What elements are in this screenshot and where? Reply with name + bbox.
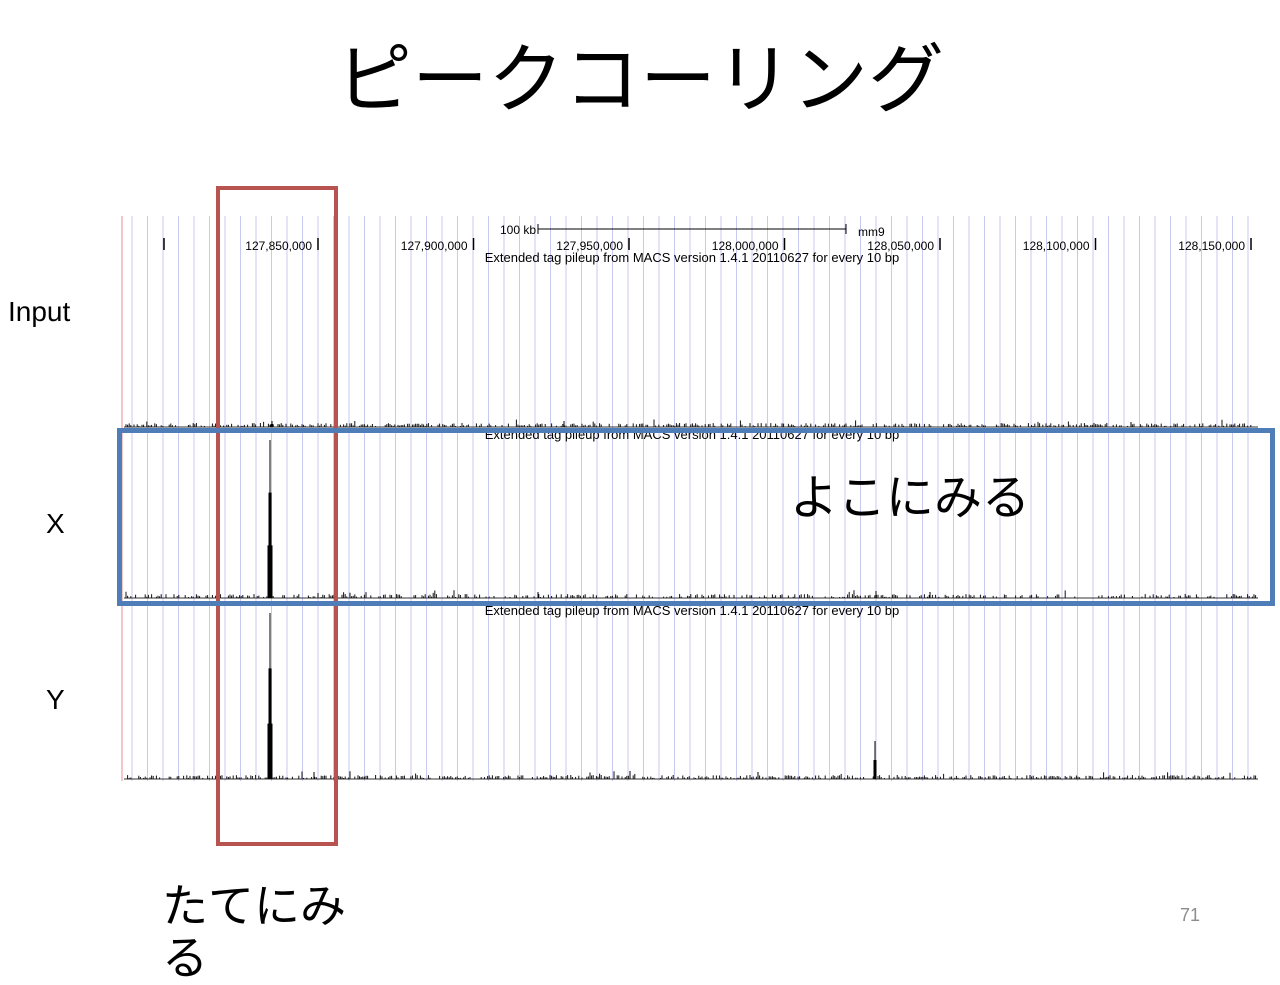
vertical-highlight-box xyxy=(216,186,338,846)
track-label-y: Y xyxy=(46,684,65,715)
assembly-label: mm9 xyxy=(858,225,885,239)
ruler-position-label: 128,100,000 xyxy=(1023,239,1090,253)
track-label-input: Input xyxy=(8,296,71,327)
grid-lines xyxy=(131,216,1249,781)
page-number: 71 xyxy=(1180,905,1201,925)
genome-browser-svg: 100 kb mm9 127,850,000 127,900,000 127,950… xyxy=(121,216,1258,781)
scale-bar-label: 100 kb xyxy=(500,223,536,237)
horizontal-view-label: よこにみる xyxy=(790,470,1031,526)
ruler-position-label: 128,150,000 xyxy=(1178,239,1245,253)
signal-track xyxy=(124,440,1258,599)
vertical-view-label: たてにみる xyxy=(162,879,346,985)
genome-browser-view: 100 kb mm9 127,850,000 127,900,000 127,950… xyxy=(118,216,1260,796)
track-caption-input: Extended tag pileup from MACS version 1.… xyxy=(485,250,900,265)
track-label-x: X xyxy=(46,508,65,539)
ruler-labels: 127,850,000 127,900,000 127,950,000 128,000… xyxy=(163,238,1252,253)
ruler-position-label: 127,950,000 xyxy=(556,239,623,253)
ruler-position-label: 128,000,000 xyxy=(712,239,779,253)
signal-track xyxy=(124,613,1258,780)
track-caption-y: Extended tag pileup from MACS version 1.… xyxy=(485,603,900,618)
slide-title: ピークコーリング xyxy=(336,35,944,124)
ruler-position-label: 127,850,000 xyxy=(245,239,312,253)
ruler-position-label: 128,050,000 xyxy=(867,239,934,253)
horizontal-highlight-box xyxy=(117,428,1275,606)
ruler-position-label: 127,900,000 xyxy=(401,239,468,253)
